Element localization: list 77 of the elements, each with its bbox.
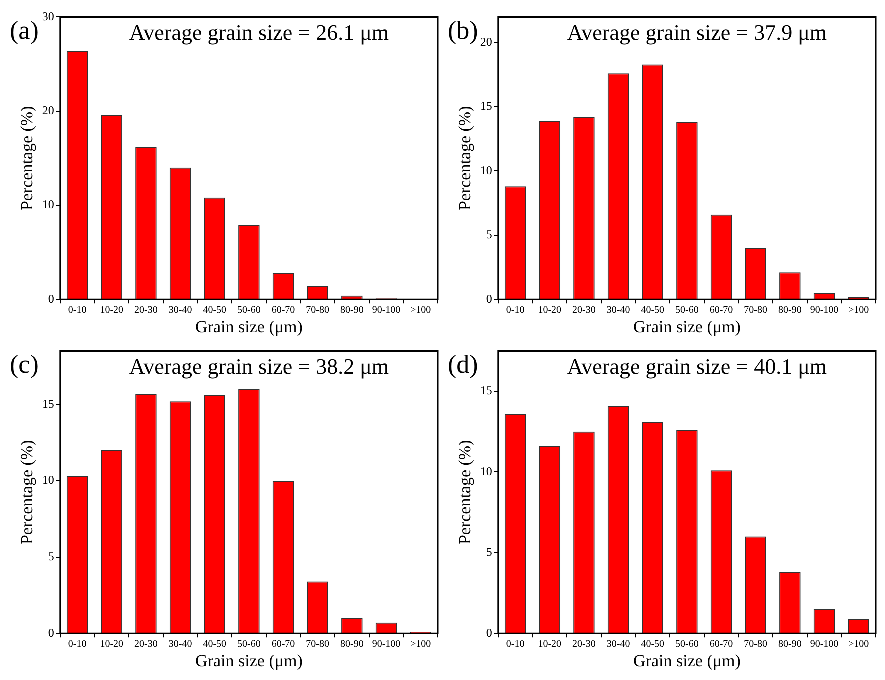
x-axis-title: Grain size (μm) xyxy=(196,651,303,670)
text: (d) xyxy=(448,350,478,380)
x-tick-label: 60-70 xyxy=(272,305,296,316)
x-tick-label: 90-100 xyxy=(810,305,839,316)
x-tick-label: 90-100 xyxy=(372,305,401,316)
y-tick-label: 30 xyxy=(42,9,54,24)
y-tick-label: 10 xyxy=(42,473,54,488)
x-tick-label: 20-30 xyxy=(572,639,596,650)
chart-title: Average grain size = 38.2 μm xyxy=(129,354,390,379)
x-tick-label: 80-90 xyxy=(340,639,364,650)
chart-title: Average grain size = 37.9 μm xyxy=(567,20,828,45)
x-tick-label: 50-60 xyxy=(238,639,261,650)
x-tick-label: 0-10 xyxy=(506,639,525,650)
x-tick-label: 90-100 xyxy=(810,639,839,650)
y-tick-label: 0 xyxy=(486,626,492,640)
x-tick-label: >100 xyxy=(410,305,432,316)
y-tick-label: 15 xyxy=(480,99,492,114)
x-tick-label: 60-70 xyxy=(710,639,734,650)
x-tick-label: 30-40 xyxy=(606,305,630,316)
x-tick-label: 90-100 xyxy=(372,639,401,650)
x-axis-title: Grain size (μm) xyxy=(634,651,741,670)
x-tick-label: 30-40 xyxy=(606,639,630,650)
x-tick-label: 80-90 xyxy=(778,305,802,316)
x-tick-label: 40-50 xyxy=(203,305,227,316)
y-tick-label: 20 xyxy=(480,35,492,50)
x-axis-title: Grain size (μm) xyxy=(634,317,741,336)
x-tick-label: 60-70 xyxy=(272,639,296,650)
y-axis-title: Percentage (%) xyxy=(456,106,475,211)
x-tick-label: 70-80 xyxy=(306,305,330,316)
x-tick-label: >100 xyxy=(848,305,870,316)
x-tick-label: 0-10 xyxy=(506,305,525,316)
x-tick-label: 50-60 xyxy=(238,305,261,316)
x-tick-label: 20-30 xyxy=(134,305,158,316)
x-tick-label: 70-80 xyxy=(744,305,768,316)
x-tick-label: 0-10 xyxy=(68,639,87,650)
x-tick-label: >100 xyxy=(410,639,432,650)
y-tick-label: 10 xyxy=(480,163,492,178)
y-axis-title: Percentage (%) xyxy=(456,440,475,545)
x-tick-label: 50-60 xyxy=(676,305,699,316)
chart-title: Average grain size = 40.1 μm xyxy=(567,354,828,379)
y-tick-label: 10 xyxy=(480,464,492,478)
y-tick-label: 0 xyxy=(48,626,54,640)
y-tick-label: 10 xyxy=(42,198,54,212)
x-tick-label: 40-50 xyxy=(641,639,665,650)
text: (b) xyxy=(448,16,478,46)
y-axis-title: Percentage (%) xyxy=(18,106,37,211)
y-axis-title: Percentage (%) xyxy=(18,440,37,545)
y-tick-label: 15 xyxy=(42,396,54,411)
y-tick-label: 5 xyxy=(486,228,492,242)
y-tick-label: 20 xyxy=(42,103,54,118)
y-tick-label: 15 xyxy=(480,384,492,398)
y-tick-label: 0 xyxy=(48,292,54,306)
x-tick-label: 60-70 xyxy=(710,305,734,316)
text: (a) xyxy=(10,16,39,46)
x-tick-label: 30-40 xyxy=(168,639,192,650)
x-tick-label: 80-90 xyxy=(340,305,364,316)
x-tick-label: 20-30 xyxy=(572,305,596,316)
x-tick-label: 20-30 xyxy=(134,639,158,650)
x-tick-label: >100 xyxy=(848,639,870,650)
x-tick-label: 0-10 xyxy=(68,305,87,316)
x-tick-label: 10-20 xyxy=(100,305,124,316)
x-tick-label: 70-80 xyxy=(306,639,330,650)
x-tick-label: 30-40 xyxy=(168,305,192,316)
x-tick-label: 80-90 xyxy=(778,639,802,650)
x-tick-label: 70-80 xyxy=(744,639,768,650)
text: (c) xyxy=(10,350,39,380)
y-tick-label: 5 xyxy=(48,549,54,564)
x-tick-label: 50-60 xyxy=(676,639,699,650)
x-tick-label: 40-50 xyxy=(203,639,227,650)
y-tick-label: 0 xyxy=(486,292,492,306)
x-tick-label: 10-20 xyxy=(538,639,562,650)
x-tick-label: 10-20 xyxy=(538,305,562,316)
x-tick-label: 10-20 xyxy=(100,639,124,650)
y-tick-label: 5 xyxy=(486,545,492,560)
x-axis-title: Grain size (μm) xyxy=(196,317,303,336)
chart-title: Average grain size = 26.1 μm xyxy=(129,20,390,45)
x-tick-label: 40-50 xyxy=(641,305,665,316)
